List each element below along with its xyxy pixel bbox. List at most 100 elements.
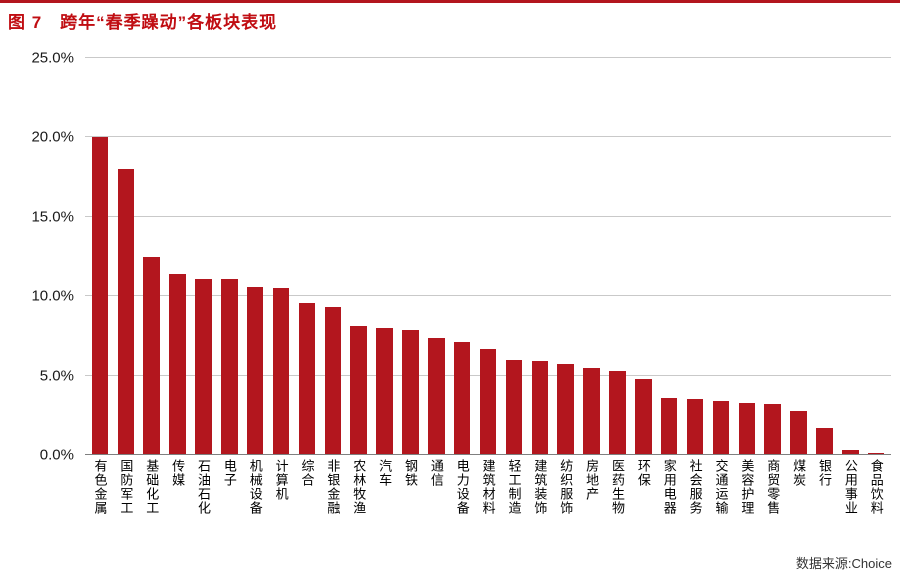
bar-slot (812, 58, 838, 455)
bar-slot (527, 58, 553, 455)
x-label-slot: 国防军工 (113, 459, 139, 559)
x-axis-label: 社会服务 (687, 459, 703, 515)
bar (350, 326, 367, 455)
x-label-slot: 社会服务 (682, 459, 708, 559)
bar-slot (656, 58, 682, 455)
x-axis-label: 食品饮料 (868, 459, 884, 515)
x-label-slot: 钢铁 (398, 459, 424, 559)
chart-title: 图 7 跨年“春季躁动”各板块表现 (8, 13, 278, 32)
x-axis-label: 美容护理 (739, 459, 755, 515)
bar-slot (553, 58, 579, 455)
x-axis-label: 汽车 (377, 459, 393, 487)
bar-slot (216, 58, 242, 455)
x-axis-label: 医药生物 (609, 459, 625, 515)
gridline (85, 57, 891, 58)
x-label-slot: 基础化工 (139, 459, 165, 559)
x-axis-label: 煤炭 (791, 459, 807, 487)
x-label-slot: 建筑装饰 (527, 459, 553, 559)
bar (272, 288, 290, 455)
x-label-slot: 建筑材料 (475, 459, 501, 559)
bar (143, 256, 160, 455)
x-axis-labels: 有色金属 国防军工 基础化工 传媒 石油石化 电子 机械设备 计算机 综合 非银金融 农林牧渔 汽车钢… (85, 459, 891, 559)
x-axis-label: 基础化工 (144, 459, 160, 515)
x-label-slot: 石油石化 (191, 459, 217, 559)
y-axis-tick-label: 25.0% (31, 49, 74, 67)
bar (428, 337, 445, 455)
bar-slot (630, 58, 656, 455)
bar (479, 348, 497, 455)
x-label-slot: 食品饮料 (863, 459, 889, 559)
x-label-slot: 综合 (294, 459, 320, 559)
y-axis-tick-label: 10.0% (31, 287, 74, 305)
x-axis-label: 电力设备 (454, 459, 470, 515)
x-label-slot: 银行 (812, 459, 838, 559)
x-label-slot: 煤炭 (786, 459, 812, 559)
bar (91, 137, 109, 455)
x-label-slot: 通信 (423, 459, 449, 559)
x-axis-label: 家用电器 (661, 459, 677, 515)
x-label-slot: 公用事业 (837, 459, 863, 559)
y-axis-tick-label: 5.0% (39, 367, 74, 385)
bar (402, 329, 419, 455)
bar (169, 273, 186, 455)
bar (660, 397, 678, 455)
bar (609, 370, 626, 455)
x-axis-label: 纺织服饰 (558, 459, 574, 515)
bar-slot (786, 58, 812, 455)
bar (324, 307, 342, 455)
bar-slot (579, 58, 605, 455)
x-label-slot: 农林牧渔 (346, 459, 372, 559)
x-label-slot: 电子 (216, 459, 242, 559)
bar (635, 378, 652, 455)
bar-slot (760, 58, 786, 455)
y-axis-tick-label: 15.0% (31, 208, 74, 226)
x-axis-label: 综合 (299, 459, 315, 487)
x-axis-label: 建筑装饰 (532, 459, 548, 515)
x-label-slot: 有色金属 (87, 459, 113, 559)
bar (221, 278, 238, 455)
bar (453, 342, 471, 455)
bar (686, 399, 704, 455)
x-axis-baseline (85, 454, 891, 455)
bar-slot (475, 58, 501, 455)
bar-slot (320, 58, 346, 455)
x-axis-label: 非银金融 (325, 459, 341, 515)
bar-slot (268, 58, 294, 455)
bar-slot (682, 58, 708, 455)
bar-slot (242, 58, 268, 455)
bar (505, 359, 523, 455)
x-axis-label: 机械设备 (247, 459, 263, 515)
x-axis-label: 计算机 (273, 459, 289, 501)
x-label-slot: 环保 (630, 459, 656, 559)
x-label-slot: 非银金融 (320, 459, 346, 559)
bar-slot (501, 58, 527, 455)
x-axis-label: 银行 (816, 459, 832, 487)
x-axis-label: 轻工制造 (506, 459, 522, 515)
bar-slot (423, 58, 449, 455)
x-axis-label: 传媒 (170, 459, 186, 487)
x-label-slot: 机械设备 (242, 459, 268, 559)
bar (712, 401, 730, 455)
bar-slot (113, 58, 139, 455)
bar (842, 450, 859, 455)
bar-slot (863, 58, 889, 455)
y-axis-tick-label: 20.0% (31, 128, 74, 146)
x-axis-label: 房地产 (584, 459, 600, 501)
x-axis-label: 交通运输 (713, 459, 729, 515)
bar (298, 302, 316, 455)
bar-slot (734, 58, 760, 455)
x-axis-label: 环保 (635, 459, 651, 487)
bars (85, 58, 891, 455)
gridline (85, 215, 891, 217)
bar-slot (605, 58, 631, 455)
bar (583, 367, 600, 455)
x-axis-label: 有色金属 (92, 459, 108, 515)
x-label-slot: 美容护理 (734, 459, 760, 559)
x-axis-label: 通信 (428, 459, 444, 487)
x-label-slot: 计算机 (268, 459, 294, 559)
bar-slot (837, 58, 863, 455)
source-note: 数据来源:Choice (795, 556, 892, 571)
gridline (85, 136, 891, 138)
x-label-slot: 汽车 (372, 459, 398, 559)
x-label-slot: 家用电器 (656, 459, 682, 559)
